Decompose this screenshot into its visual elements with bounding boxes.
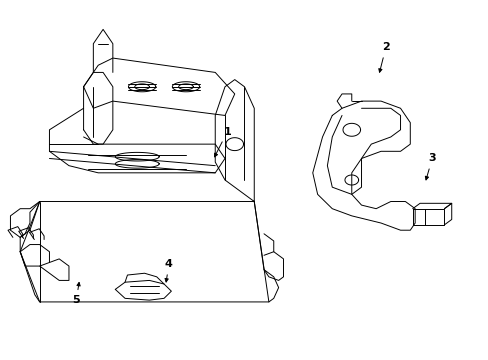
Text: 1: 1	[214, 127, 231, 157]
Text: 5: 5	[72, 283, 80, 305]
Text: 4: 4	[164, 259, 172, 282]
Text: 3: 3	[425, 153, 435, 180]
Text: 2: 2	[378, 42, 389, 72]
